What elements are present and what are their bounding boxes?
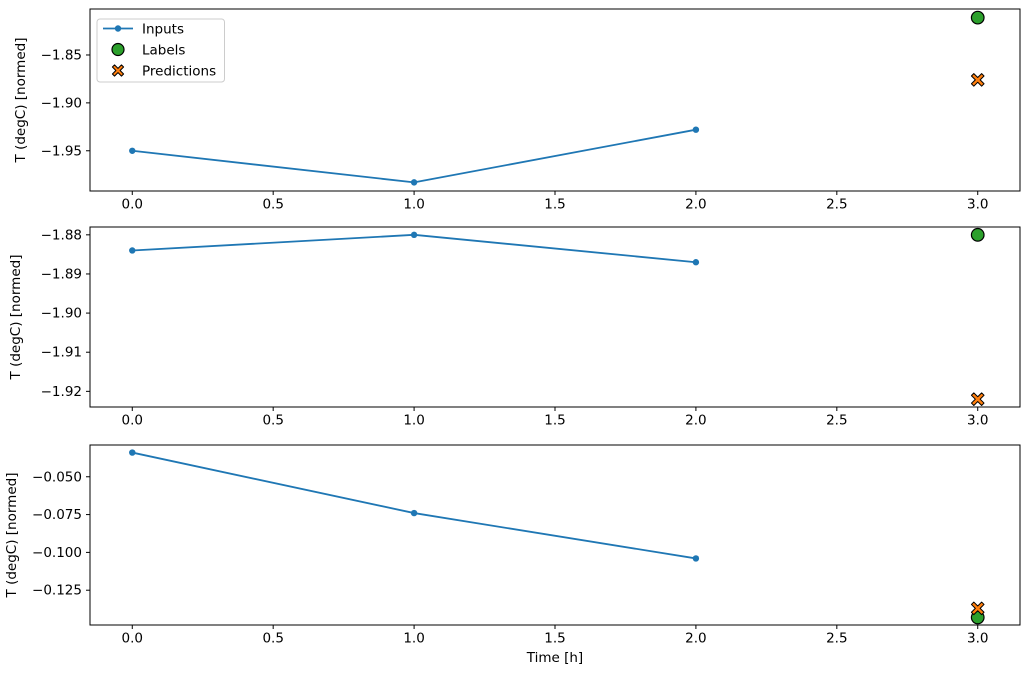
inputs-marker bbox=[692, 126, 700, 133]
inputs-marker bbox=[410, 179, 418, 186]
y-tick-label: −0.050 bbox=[32, 469, 82, 485]
inputs-marker bbox=[129, 449, 136, 456]
predictions-marker bbox=[970, 73, 985, 87]
inputs-line bbox=[132, 451, 697, 560]
y-tick-label: −1.85 bbox=[41, 47, 82, 63]
x-tick-label: 0.5 bbox=[262, 197, 283, 213]
inputs-marker bbox=[410, 509, 418, 517]
x-tick-label: 0.5 bbox=[262, 631, 283, 647]
y-tick-label: −0.075 bbox=[32, 507, 82, 523]
x-tick-label: 2.0 bbox=[685, 197, 706, 213]
y-tick-label: −1.88 bbox=[41, 227, 82, 243]
subplot-3: 0.0 0.5 1.0 1.5 2.0 2.5 3.0 −0.050 −0.075 −0.100 −… bbox=[4, 444, 1021, 666]
axes-frame bbox=[89, 8, 1021, 192]
inputs-marker bbox=[129, 247, 136, 254]
y-axis-label: T (degC) [normed] bbox=[13, 38, 29, 164]
y-tick-label: −0.100 bbox=[32, 545, 82, 561]
inputs-marker bbox=[410, 231, 418, 239]
x-tick-label: 2.5 bbox=[826, 197, 847, 213]
x-tick-label: 1.5 bbox=[544, 413, 565, 429]
inputs-line bbox=[132, 128, 697, 184]
x-tick-label: 1.0 bbox=[403, 631, 424, 647]
y-tick-label: −0.125 bbox=[32, 583, 82, 599]
legend: Inputs Labels Predictions bbox=[96, 18, 225, 83]
inputs-marker bbox=[692, 259, 700, 266]
subplot-2: 0.0 0.5 1.0 1.5 2.0 2.5 3.0 −1.88 −1.89 −1.90 −1.9… bbox=[8, 226, 1021, 429]
legend-label: Inputs bbox=[142, 21, 184, 37]
x-tick-label: 3.0 bbox=[967, 197, 988, 213]
x-tick-label: 0.0 bbox=[122, 197, 143, 213]
inputs-marker bbox=[692, 555, 700, 562]
inputs-line bbox=[132, 233, 696, 264]
y-tick-label: −1.89 bbox=[41, 266, 82, 282]
legend-labels-circle-icon bbox=[111, 42, 125, 57]
y-axis-label: T (degC) [normed] bbox=[4, 473, 20, 599]
axes-frame bbox=[89, 226, 1021, 408]
y-tick-label: −1.90 bbox=[41, 306, 82, 322]
x-tick-label: 2.0 bbox=[685, 413, 706, 429]
x-tick-label: 0.5 bbox=[262, 413, 283, 429]
legend-predictions-x-icon bbox=[111, 64, 125, 77]
x-tick-label: 0.0 bbox=[122, 631, 143, 647]
y-tick-label: −1.92 bbox=[41, 384, 82, 400]
x-tick-label: 1.5 bbox=[544, 197, 565, 213]
inputs-marker bbox=[129, 147, 136, 154]
labels-marker bbox=[970, 227, 985, 242]
x-tick-label: 2.5 bbox=[826, 631, 847, 647]
y-axis-label: T (degC) [normed] bbox=[8, 255, 24, 381]
legend-inputs-dot-icon bbox=[114, 25, 122, 32]
x-tick-label: 3.0 bbox=[967, 631, 988, 647]
subplot-1: 0.0 0.5 1.0 1.5 2.0 2.5 3.0 −1.85 −1.90 −1.95 T (d… bbox=[13, 8, 1021, 213]
x-tick-label: 1.0 bbox=[403, 413, 424, 429]
x-tick-label: 1.0 bbox=[403, 197, 424, 213]
x-tick-label: 2.0 bbox=[685, 631, 706, 647]
x-tick-label: 3.0 bbox=[967, 413, 988, 429]
x-tick-label: 0.0 bbox=[122, 413, 143, 429]
x-tick-label: 1.5 bbox=[544, 631, 565, 647]
predictions-marker bbox=[970, 601, 985, 616]
x-axis-label: Time [h] bbox=[526, 650, 583, 666]
legend-label: Predictions bbox=[142, 63, 216, 79]
legend-box bbox=[96, 18, 225, 83]
x-tick-label: 2.5 bbox=[826, 413, 847, 429]
labels-marker bbox=[970, 10, 985, 25]
y-tick-label: −1.91 bbox=[41, 345, 82, 361]
y-tick-label: −1.95 bbox=[41, 143, 82, 159]
y-tick-label: −1.90 bbox=[41, 95, 82, 111]
predictions-marker bbox=[970, 392, 985, 406]
legend-label: Labels bbox=[142, 42, 185, 58]
